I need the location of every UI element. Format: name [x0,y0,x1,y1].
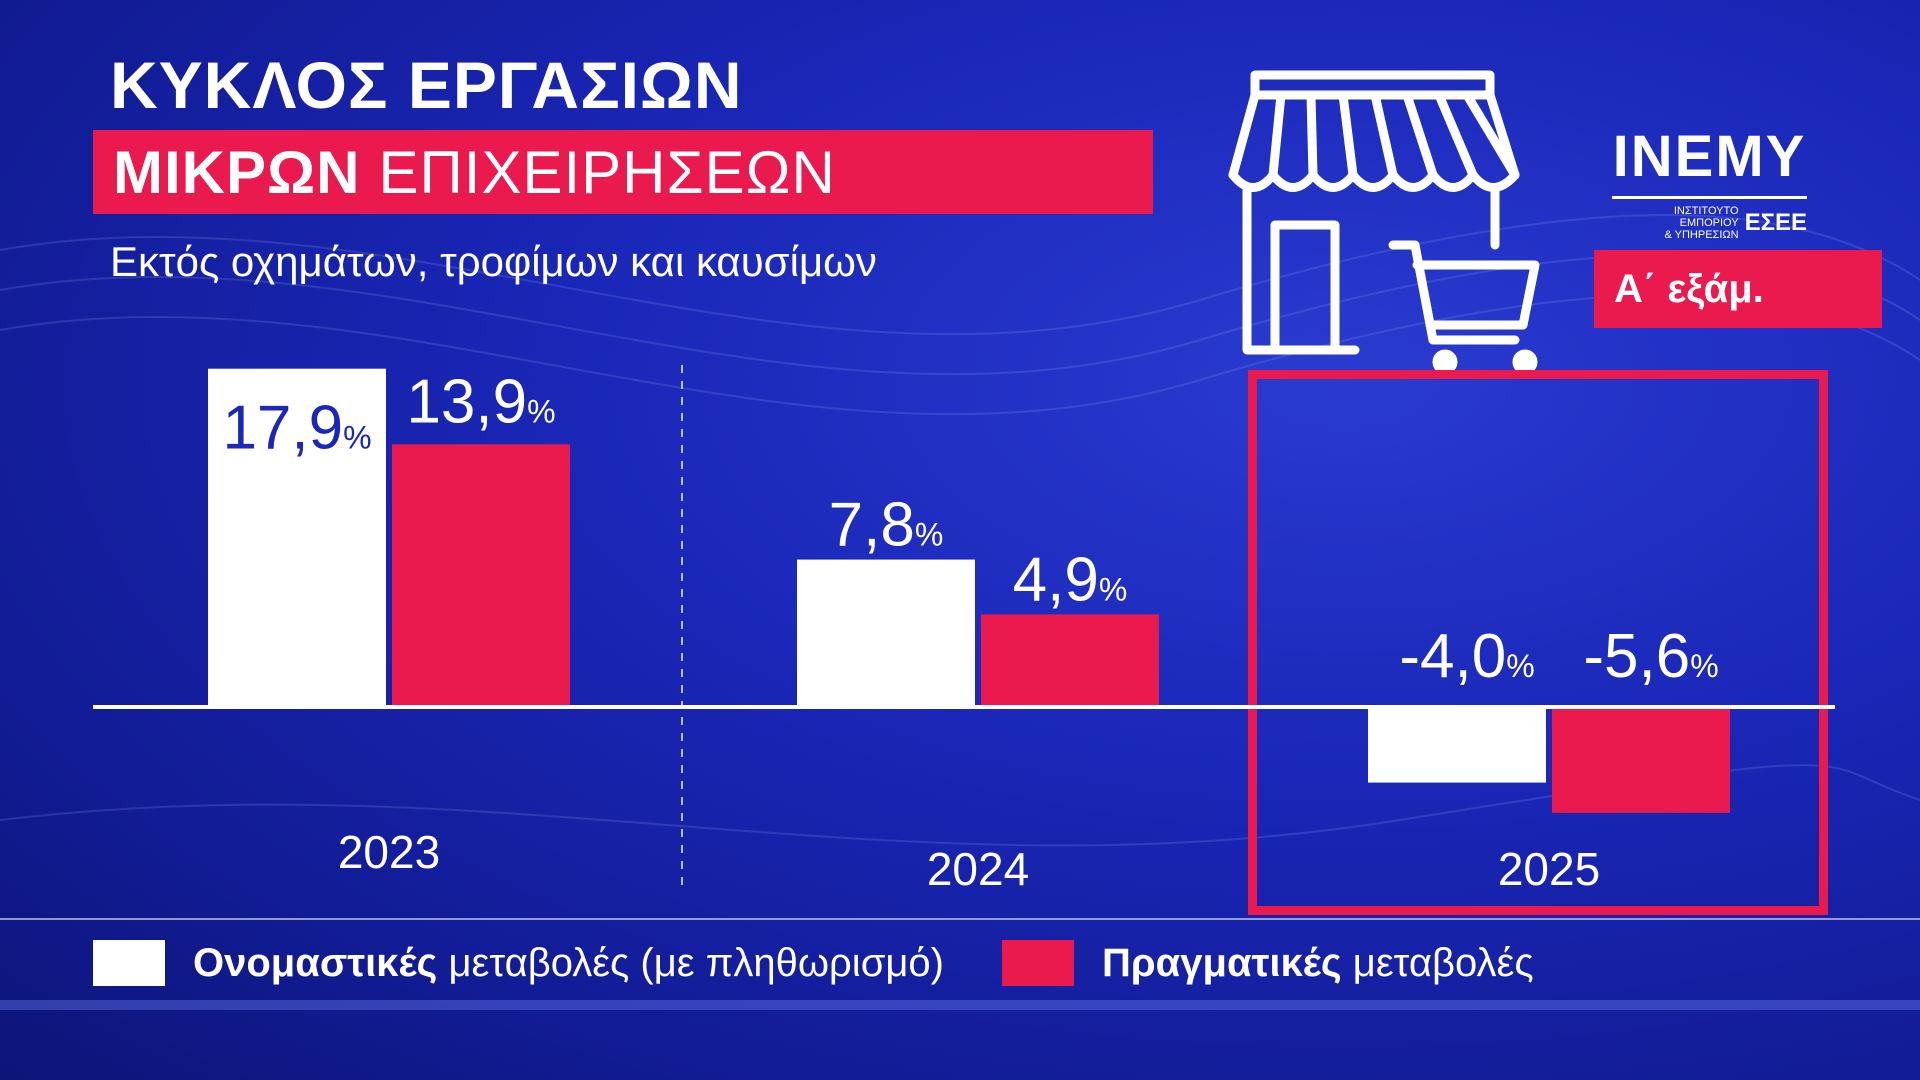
bar-2025-nominal [1368,707,1546,783]
chart-title-line2-bold: ΜΙΚΡΩΝ [113,138,361,206]
value-label-2025-real: -5,6% [1583,622,1718,691]
period-badge: Α΄ εξάμ. [1594,250,1882,328]
legend-swatch-real [1002,940,1074,986]
bar-2025-real [1552,707,1730,813]
legend-text-real: Πραγματικές μεταβολές [1102,941,1534,986]
logo-name: INEMY [1612,124,1807,189]
value-label-unit: % [1690,648,1718,684]
storefront-icon [1228,70,1540,375]
value-label-number: 17,9 [222,394,343,463]
value-label-number: -4,0 [1399,622,1506,691]
bar-2024-nominal [797,559,975,707]
x-tick-label-2023: 2023 [338,826,440,878]
value-label-2025-nominal: -4,0% [1399,622,1534,691]
inemy-logo: INEMY ΙΝΣΤΙΤΟΥΤΟ ΕΜΠΟΡΙΟΥ & ΥΠΗΡΕΣΙΩΝ ΕΣ… [1612,128,1807,241]
logo-small-line1: ΙΝΣΤΙΤΟΥΤΟ ΕΜΠΟΡΙΟΥ [1673,205,1739,230]
value-label-2024-nominal: 7,8% [829,491,944,560]
bar-2023-real [392,444,570,707]
value-label-unit: % [1506,648,1534,684]
value-label-2024-real: 4,9% [1013,545,1128,614]
value-label-unit: % [527,393,555,429]
logo-sub: ΙΝΣΤΙΤΟΥΤΟ ΕΜΠΟΡΙΟΥ & ΥΠΗΡΕΣΙΩΝ ΕΣΕΕ [1612,205,1807,241]
value-label-number: 13,9 [406,367,527,436]
bottom-band [0,1000,1920,1010]
legend-text-nominal: Ονομαστικές μεταβολές (με πληθωρισμό) [193,941,944,986]
x-tick-label-2025: 2025 [1498,843,1600,895]
value-label-number: -5,6 [1583,622,1690,691]
chart-title: ΚΥΚΛΟΣ ΕΡΓΑΣΙΩΝ [110,48,743,122]
value-label-number: 7,8 [829,491,915,560]
shopping-cart-icon [1388,240,1540,375]
legend-item-nominal: Ονομαστικές μεταβολές (με πληθωρισμό) [93,940,944,986]
legend-nominal-bold: Ονομαστικές [193,940,438,985]
bar-2024-real [981,614,1159,707]
divider [0,918,1920,920]
value-label-number: 4,9 [1013,545,1099,614]
logo-small-line2: & ΥΠΗΡΕΣΙΩΝ [1664,229,1739,242]
legend-real-bold: Πραγματικές [1102,940,1342,985]
logo-rule [1612,196,1807,199]
legend-real-rest: μεταβολές [1352,940,1534,985]
legend: Ονομαστικές μεταβολές (με πληθωρισμό) Πρ… [93,940,1534,986]
legend-item-real: Πραγματικές μεταβολές [1002,940,1534,986]
x-tick-label-2024: 2024 [927,843,1029,895]
highlight-box-2025 [1248,370,1828,915]
chart-subtitle: Εκτός οχημάτων, τροφίμων και καυσίμων [110,238,877,285]
bar-2023-nominal [208,368,386,707]
legend-nominal-rest: μεταβολές (με πληθωρισμό) [448,940,944,985]
value-label-unit: % [915,517,943,553]
value-label-unit: % [1099,571,1127,607]
logo-small-text: ΙΝΣΤΙΤΟΥΤΟ ΕΜΠΟΡΙΟΥ & ΥΠΗΡΕΣΙΩΝ [1612,205,1739,242]
value-label-2023-nominal: 17,9% [222,394,371,463]
value-label-2023-real: 13,9% [406,367,555,436]
legend-swatch-nominal [93,940,165,986]
logo-org: ΕΣΕΕ [1744,209,1807,237]
title-band: ΜΙΚΡΩΝ ΕΠΙΧΕΙΡΗΣΕΩΝ [93,130,1153,214]
chart-title-line2-light: ΕΠΙΧΕΙΡΗΣΕΩΝ [378,138,836,206]
value-label-unit: % [343,420,371,456]
